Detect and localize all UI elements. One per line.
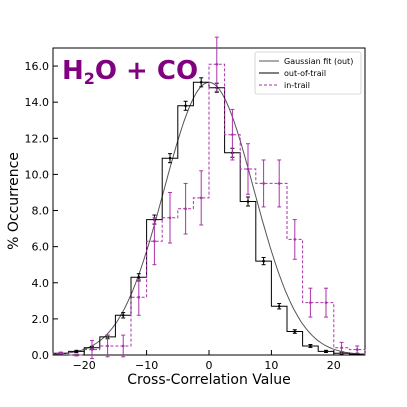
in-trail-errorbar — [230, 108, 235, 161]
in-trail-errorbar — [152, 217, 157, 266]
in-trail-errorbar — [105, 334, 110, 358]
out-of-trail-errorbar — [183, 100, 188, 111]
in-trail-errorbar — [168, 191, 172, 244]
legend-label-in-trail: in-trail — [284, 81, 310, 90]
y-tick-label: 0.0 — [32, 349, 50, 362]
in-trail-data-point — [168, 216, 172, 220]
in-trail-data-point — [340, 346, 343, 350]
in-trail-errorbar — [324, 287, 328, 318]
in-trail-data-point — [137, 295, 141, 299]
in-trail-data-point — [277, 182, 281, 185]
out-of-trail-errorbar — [261, 256, 266, 266]
out-of-trail-errorbar — [308, 344, 313, 348]
y-tick-label: 10.0 — [25, 168, 50, 181]
y-tick-label: 6.0 — [32, 241, 50, 254]
in-trail-errorbar — [355, 345, 360, 354]
out-of-trail-data-point — [137, 276, 141, 279]
legend: Gaussian fit (out) out-of-trail in-trail — [254, 51, 362, 95]
out-of-trail-data-point — [168, 156, 172, 160]
in-trail-data-point — [75, 353, 78, 357]
in-trail-errorbar — [136, 278, 141, 316]
y-tick-label: 12.0 — [25, 132, 50, 145]
in-trail-data-point — [59, 351, 63, 355]
in-trail-data-point — [246, 167, 250, 171]
chart-title-rest: O + CO — [95, 56, 198, 86]
in-trail-errorbar — [339, 341, 344, 354]
in-trail-data-point — [355, 348, 359, 351]
x-tick-label: 20 — [327, 359, 341, 372]
in-trail-data-point — [153, 239, 156, 243]
in-trail-data-point — [262, 182, 265, 185]
in-trail-errorbar — [90, 340, 94, 360]
in-trail-data-point — [309, 301, 312, 304]
in-trail-data-point — [324, 301, 328, 304]
in-trail-errorbar — [308, 287, 313, 318]
out-of-trail-errorbar — [277, 303, 282, 310]
in-trail-errorbar — [199, 170, 204, 226]
legend-label-gaussian-fit: Gaussian fit (out) — [284, 57, 353, 66]
in-trail-errorbar — [261, 159, 266, 208]
x-tick-label: −10 — [135, 359, 158, 372]
in-trail-errorbar — [121, 334, 126, 358]
chart-title-main: H — [62, 56, 84, 86]
y-tick-label: 2.0 — [32, 313, 50, 326]
y-tick-label: 14.0 — [25, 96, 50, 109]
out-of-trail-errorbar — [199, 77, 204, 88]
x-axis-ticks: −20 −10 0 10 20 — [73, 350, 341, 372]
in-trail-errorbar — [74, 353, 79, 357]
in-trail-errorbar — [183, 182, 188, 235]
out-of-trail-data-point — [277, 304, 281, 308]
in-trail-errorbar — [246, 143, 250, 195]
out-of-trail-data-point — [121, 313, 125, 317]
chart-title-subscript: 2 — [84, 69, 95, 88]
in-trail-data-point — [90, 348, 94, 351]
out-of-trail-data-point — [184, 104, 187, 108]
in-trail-step-line — [52, 63, 366, 356]
out-of-trail-data-point — [293, 330, 297, 333]
in-trail-errorbar — [292, 219, 297, 260]
out-of-trail-errorbar — [324, 349, 328, 353]
in-trail-data-point — [215, 62, 219, 66]
out-of-trail-errorbar — [246, 196, 250, 207]
y-tick-label: 16.0 — [25, 60, 50, 73]
out-of-trail-errorbar — [292, 329, 297, 334]
in-trail-data-point — [106, 344, 109, 348]
x-tick-label: 10 — [264, 359, 278, 372]
y-axis-ticks: 0.0 2.0 4.0 6.0 8.0 10.0 12.0 14.0 16.0 — [25, 60, 58, 362]
in-trail-data-point — [184, 207, 187, 211]
x-tick-label: 0 — [206, 359, 213, 372]
in-trail-layer — [52, 36, 366, 360]
out-of-trail-step-line — [52, 81, 366, 355]
y-tick-label: 4.0 — [32, 277, 50, 290]
y-tick-label: 8.0 — [32, 205, 50, 218]
out-of-trail-data-point — [262, 259, 265, 263]
in-trail-data-point — [199, 196, 203, 200]
legend-box — [254, 51, 362, 95]
out-of-trail-errorbar — [121, 312, 126, 319]
out-of-trail-errorbar — [74, 349, 79, 353]
out-of-trail-errorbar — [168, 153, 172, 164]
out-of-trail-data-point — [309, 344, 312, 348]
out-of-trail-data-point — [246, 200, 250, 203]
y-axis-label: % Occurrence — [6, 152, 22, 250]
out-of-trail-data-point — [199, 81, 203, 84]
in-trail-data-point — [293, 238, 297, 241]
in-trail-errorbar — [277, 159, 282, 208]
chart-title: H2O + CO — [62, 56, 198, 88]
legend-label-out-of-trail: out-of-trail — [284, 69, 326, 78]
in-trail-errorbar — [58, 351, 63, 355]
in-trail-errorbar — [214, 36, 219, 92]
in-trail-data-point — [121, 344, 125, 348]
x-tick-label: −20 — [73, 359, 96, 372]
in-trail-data-point — [231, 133, 234, 136]
out-of-trail-data-point — [324, 350, 328, 353]
x-axis-label: Cross-Correlation Value — [127, 372, 291, 388]
out-of-trail-data-point — [75, 350, 78, 353]
